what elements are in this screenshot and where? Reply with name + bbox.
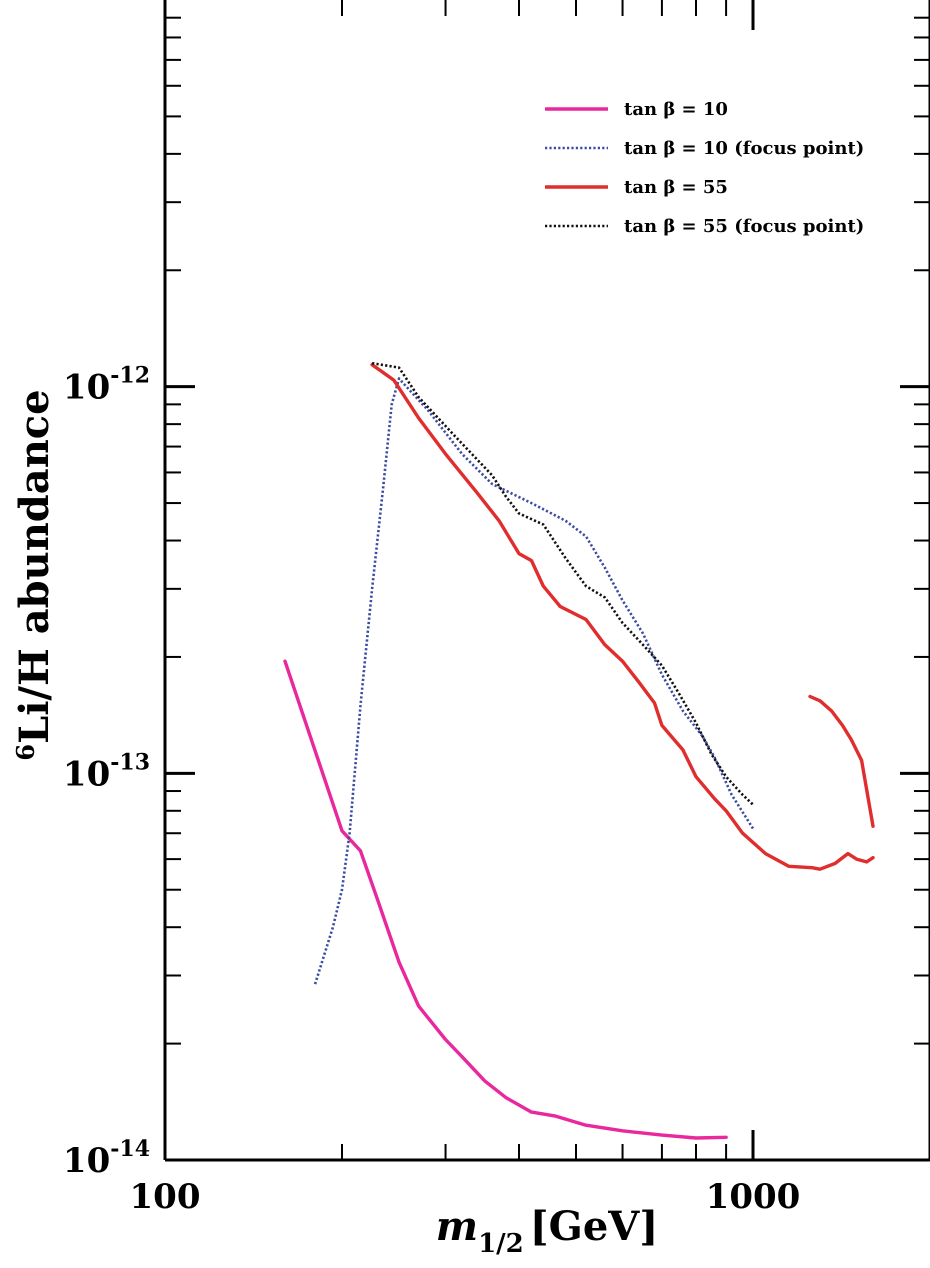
y-tick-label: 10-12 <box>63 363 150 408</box>
legend-label-4: tan β = 55 (focus point) <box>624 216 864 237</box>
legend-label-2: tan β = 10 (focus point) <box>624 138 864 159</box>
series-line-3-segment-2 <box>808 694 875 828</box>
y-tick-label: 10-14 <box>63 1136 150 1181</box>
series-layer <box>283 361 875 1140</box>
minor-ticks <box>165 0 930 1160</box>
legend-label-1: tan β = 10 <box>624 99 728 120</box>
series-line-1-segment-1 <box>283 659 728 1140</box>
x-tick-label: 100 <box>130 1177 201 1217</box>
legend: tan β = 10 tan β = 10 (focus point) tan β … <box>545 99 864 237</box>
x-tick-label: 1000 <box>706 1177 801 1217</box>
y-axis-title: 6Li/H abundance <box>11 389 58 760</box>
series-line-3-segment-1 <box>370 363 875 871</box>
legend-label-3: tan β = 55 <box>624 177 728 198</box>
axes-frame <box>163 0 930 1162</box>
major-ticks <box>163 0 930 1162</box>
tick-labels: 100 1000 10-14 10-13 10-12 <box>63 363 800 1217</box>
series-line-2-segment-1 <box>313 377 755 985</box>
y-axis-title-group: 6Li/H abundance <box>11 389 58 760</box>
y-tick-label: 10-13 <box>63 749 150 794</box>
x-axis-title: m1/2 [GeV] <box>436 1203 659 1259</box>
series-line-4-segment-1 <box>371 361 754 806</box>
